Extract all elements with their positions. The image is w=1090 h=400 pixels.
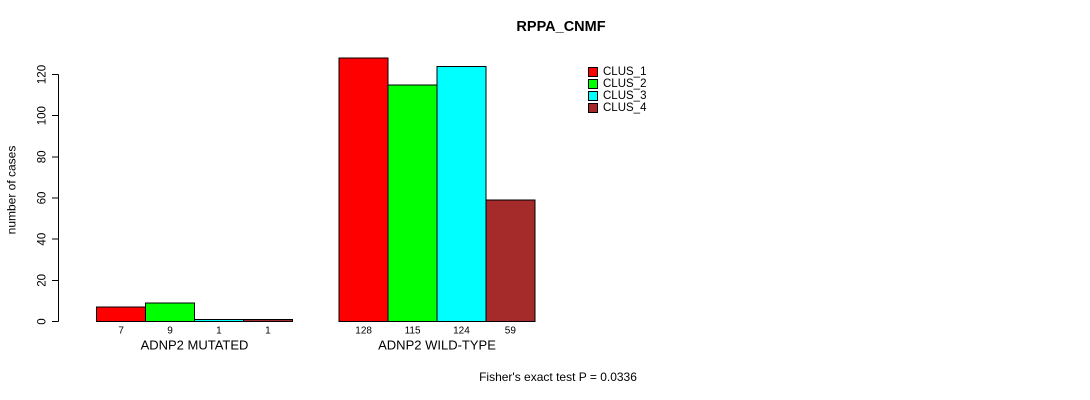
bar-clus-2-adnp2-wild-type (387, 84, 438, 322)
bar-clus-4-adnp2-wild-type (485, 199, 536, 322)
bar-clus-1-adnp2-wild-type (338, 57, 389, 323)
bar-clus-3-adnp2-wild-type (436, 65, 487, 323)
bar-clus-2-adnp2-mutated (145, 302, 196, 323)
legend-swatch-clus-2 (588, 79, 598, 89)
y-axis-tick-label: 20 (37, 274, 49, 287)
legend-swatch-clus-1 (588, 67, 598, 77)
legend-swatch-clus-4 (588, 103, 598, 113)
bar-value-label: 1 (216, 326, 222, 337)
bar-value-label: 124 (453, 326, 470, 337)
bar-clus-3-adnp2-mutated (194, 318, 244, 323)
bar-value-label: 59 (505, 326, 517, 337)
bar-value-label: 115 (405, 326, 421, 337)
bar-clus-4-adnp2-mutated (242, 318, 293, 323)
category-label-adnp2-mutated: ADNP2 MUTATED (141, 338, 249, 353)
y-axis-tick-label: 60 (37, 192, 49, 205)
legend-item-clus-4: CLUS_4 (588, 102, 646, 114)
chart-title: RPPA_CNMF (516, 19, 606, 35)
bar-value-label: 128 (355, 326, 372, 337)
y-axis-title: number of cases (5, 146, 19, 235)
legend-item-clus-2: CLUS_2 (588, 78, 646, 90)
legend-item-clus-3: CLUS_3 (588, 90, 646, 102)
y-axis-tick-label: 120 (37, 65, 49, 84)
bar-value-label: 7 (118, 326, 124, 337)
category-label-adnp2-wild-type: ADNP2 WILD-TYPE (378, 338, 496, 353)
fisher-test-annotation: Fisher's exact test P = 0.0336 (479, 370, 637, 384)
legend: CLUS_1 CLUS_2 CLUS_3 CLUS_4 (588, 66, 646, 114)
bar-value-label: 9 (167, 326, 173, 337)
bar-value-label: 1 (265, 326, 271, 337)
bar-clus-1-adnp2-mutated (96, 306, 147, 323)
legend-label: CLUS_2 (603, 78, 647, 90)
y-axis-tick-label: 40 (37, 233, 49, 246)
legend-label: CLUS_1 (603, 66, 647, 78)
y-axis-tick-label: 100 (37, 106, 49, 125)
legend-label: CLUS_3 (603, 90, 647, 102)
legend-label: CLUS_4 (603, 102, 647, 114)
legend-item-clus-1: CLUS_1 (588, 66, 646, 78)
legend-swatch-clus-3 (588, 91, 598, 101)
y-axis-tick-label: 80 (37, 150, 49, 163)
y-axis-tick-label: 0 (37, 318, 49, 324)
